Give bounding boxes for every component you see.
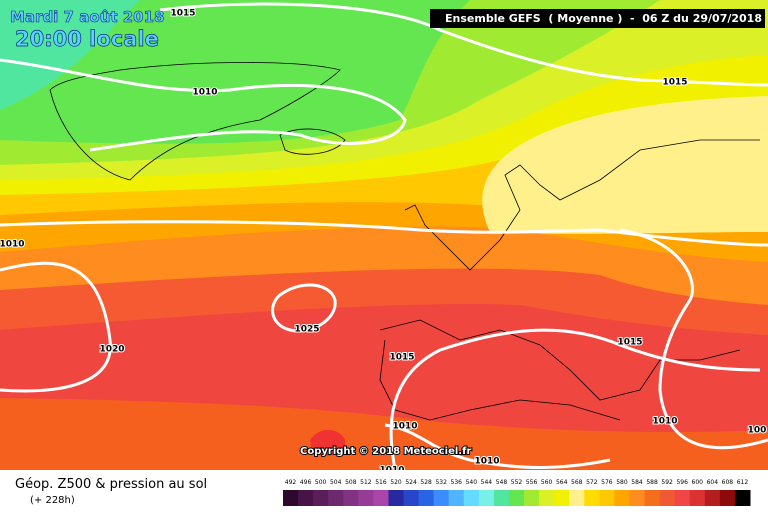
isobar-label: 1010: [392, 422, 417, 432]
colorbar-swatch: [358, 490, 374, 506]
colorbar: 492 496 500 504 508 512 516 520 524 528 532 536 540 5…: [283, 479, 751, 506]
colorbar-swatch: [313, 490, 329, 506]
colorbar-swatch: [719, 490, 736, 506]
copyright: Copyright © 2018 Meteociel.fr: [300, 446, 471, 457]
colorbar-label: 612: [737, 479, 749, 486]
colorbar-swatch: [689, 490, 706, 506]
geopotential-bands: [0, 0, 768, 470]
colorbar-label: 500: [315, 479, 327, 486]
colorbar-swatch: [629, 490, 646, 506]
isobar-label: 1015: [389, 353, 414, 363]
colorbar-swatch: [478, 490, 495, 506]
isobar-label: 1020: [99, 345, 124, 355]
isobar-label: 1010: [652, 417, 677, 427]
colorbar-swatch: [448, 490, 465, 506]
colorbar-swatch: [373, 490, 389, 506]
colorbar-swatch: [674, 490, 691, 506]
isobar-label: 1015: [662, 78, 687, 88]
colorbar-swatch: [283, 490, 299, 506]
colorbar-swatch: [508, 490, 525, 506]
colorbar-swatch: [328, 490, 344, 506]
colorbar-swatch: [584, 490, 600, 506]
colorbar-swatch: [659, 490, 676, 506]
colorbar-swatch: [554, 490, 570, 506]
isobar-label: 1025: [294, 325, 319, 335]
colorbar-swatch: [403, 490, 420, 506]
isobar-label: 1015: [617, 338, 642, 348]
colorbar-label: 524: [405, 479, 417, 486]
isobar-label: 1010: [0, 240, 25, 250]
low-patch: [310, 429, 346, 456]
colorbar-label: 520: [390, 479, 402, 486]
colorbar-label: 568: [571, 479, 583, 486]
colorbar-label: 532: [435, 479, 447, 486]
colorbar-swatch: [493, 490, 510, 506]
isobar-label: 1015: [170, 9, 195, 19]
model-box: [430, 9, 765, 28]
colorbar-swatch: [433, 490, 450, 506]
header-date: Mardi 7 août 2018: [10, 8, 164, 26]
colorbar-label: 596: [676, 479, 688, 486]
colorbar-label: 600: [692, 479, 704, 486]
colorbar-swatch: [734, 490, 751, 506]
colorbar-label: 560: [541, 479, 553, 486]
colorbar-label: 552: [511, 479, 523, 486]
colorbar-label: 572: [586, 479, 598, 486]
colorbar-label: 564: [556, 479, 568, 486]
colorbar-swatch: [343, 490, 359, 506]
colorbar-label: 508: [345, 479, 357, 486]
colorbar-swatch: [704, 490, 721, 506]
colorbar-label: 492: [285, 479, 297, 486]
isobars: [0, 2, 768, 471]
colorbar-label: 556: [526, 479, 538, 486]
colorbar-swatch: [569, 490, 585, 506]
isobar-labels: 1015 1010 1015 1010 1025 1020 1015 1015 1010 1010…: [0, 8, 767, 477]
colorbar-label: 516: [375, 479, 387, 486]
legend-subtitle: (+ 228h): [30, 495, 75, 506]
colorbar-swatch: [539, 490, 555, 506]
colorbar-swatch: [298, 490, 314, 506]
colorbar-label: 608: [722, 479, 734, 486]
colorbar-label: 528: [420, 479, 432, 486]
colorbar-label: 584: [631, 479, 643, 486]
colorbar-label: 604: [707, 479, 719, 486]
isobar-label: 1010: [192, 88, 217, 98]
legend-title: Géop. Z500 & pression au sol: [15, 477, 207, 492]
isobar-label: 100: [748, 426, 767, 436]
header-time: 20:00 locale: [15, 27, 159, 51]
colorbar-label: 548: [496, 479, 508, 486]
colorbar-label: 580: [616, 479, 628, 486]
colorbar-label: 592: [661, 479, 673, 486]
colorbar-label: 504: [330, 479, 342, 486]
colorbar-swatch: [599, 490, 615, 506]
colorbar-label: 512: [360, 479, 372, 486]
model-label: Ensemble GEFS ( Moyenne ) - 06 Z du 29/0…: [445, 12, 762, 25]
colorbar-swatch: [418, 490, 435, 506]
colorbar-label: 496: [300, 479, 312, 486]
colorbar-swatch: [463, 490, 480, 506]
colorbar-swatch: [524, 490, 540, 506]
colorbar-label: 540: [466, 479, 478, 486]
colorbar-swatch: [614, 490, 630, 506]
colorbar-label: 588: [646, 479, 658, 486]
colorbar-swatch: [388, 490, 405, 506]
isobar-label: 1010: [474, 457, 499, 467]
colorbar-swatch: [644, 490, 661, 506]
colorbar-label: 576: [601, 479, 613, 486]
colorbar-label: 544: [481, 479, 493, 486]
colorbar-label: 536: [451, 479, 463, 486]
